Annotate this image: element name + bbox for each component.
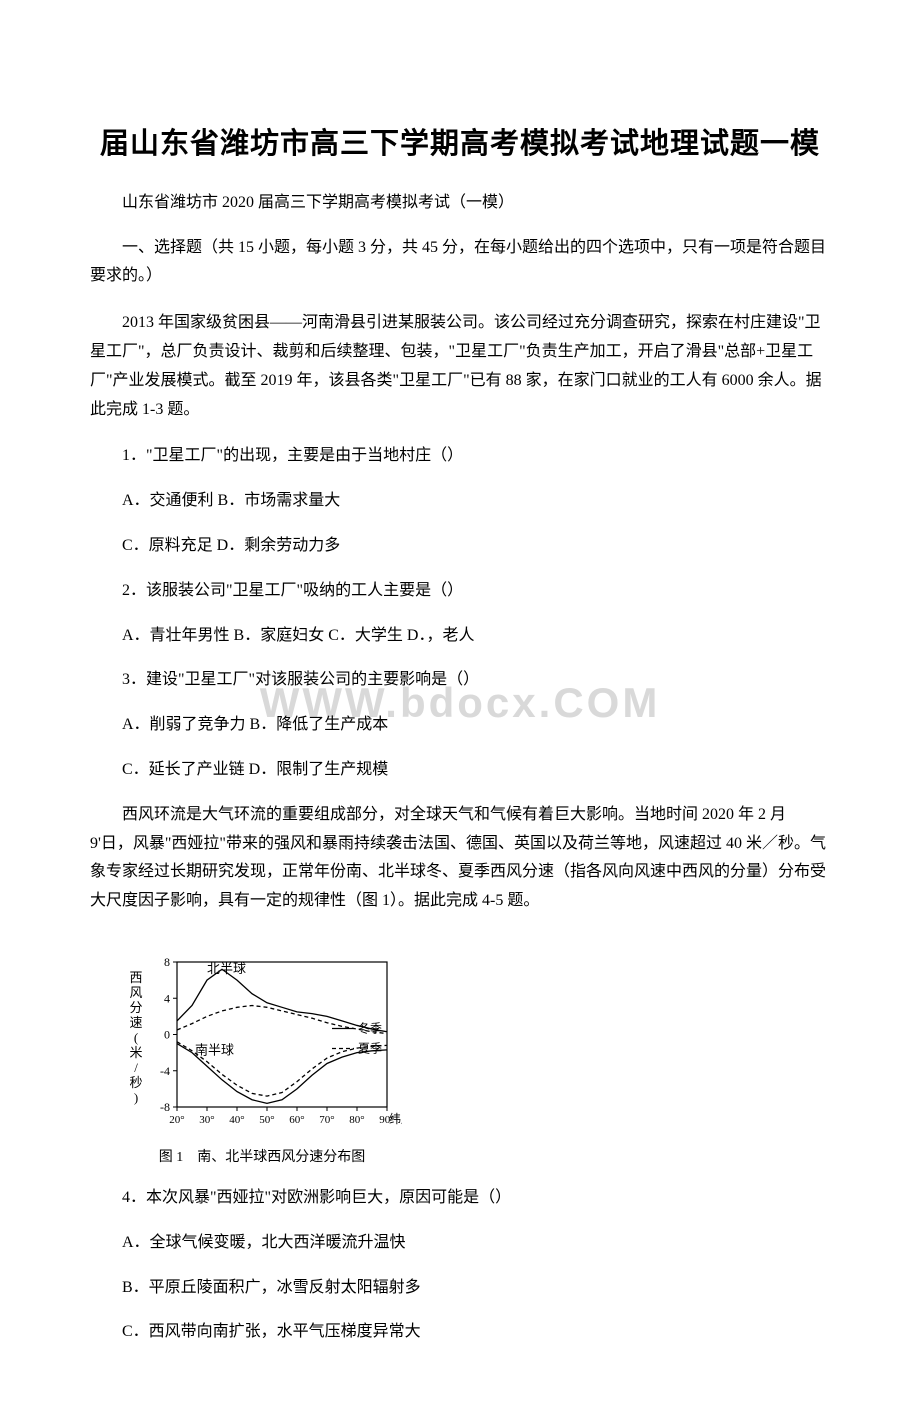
svg-text:(: ( [134,1030,138,1045]
q3-options-ab: A．削弱了竞争力 B．降低了生产成本 [90,711,830,740]
svg-text:30°: 30° [199,1114,214,1126]
svg-text:/: / [134,1060,138,1075]
q4-stem: 4．本次风暴"西娅拉"对欧洲影响巨大，原因可能是（） [90,1184,830,1213]
svg-text:北半球: 北半球 [207,961,246,976]
svg-text:纬度: 纬度 [389,1111,402,1126]
q3-options-cd: C．延长了产业链 D．限制了生产规模 [90,756,830,785]
q1-stem: 1．"卫星工厂"的出现，主要是由于当地村庄（） [90,442,830,471]
svg-text:秒: 秒 [129,1075,142,1090]
q2-options: A．青壮年男性 B．家庭妇女 C．大学生 D．，老人 [90,622,830,651]
page-title: 届山东省潍坊市高三下学期高考模拟考试地理试题一模 [90,120,830,162]
figure-1: -8-404820°30°40°50°60°70°80°90°纬度西风分速(米/… [122,952,402,1166]
svg-text:速: 速 [129,1015,142,1030]
svg-text:冬季: 冬季 [358,1020,382,1035]
svg-text:70°: 70° [319,1114,334,1126]
svg-text:分: 分 [129,1000,142,1015]
svg-text:40°: 40° [229,1114,244,1126]
svg-text:80°: 80° [349,1114,364,1126]
q4-option-b: B．平原丘陵面积广，冰雪反射太阳辐射多 [90,1274,830,1303]
svg-text:0: 0 [164,1027,170,1041]
svg-text:20°: 20° [169,1114,184,1126]
svg-text:风: 风 [129,985,142,1000]
watermark-region: WWW.bdocx.COM 3．建设"卫星工厂"对该服装公司的主要影响是（） A… [90,666,830,740]
svg-text:-8: -8 [160,1100,170,1114]
q4-option-c: C．西风带向南扩张，水平气压梯度异常大 [90,1318,830,1347]
q4-option-a: A．全球气候变暖，北大西洋暖流升温快 [90,1229,830,1258]
svg-text:50°: 50° [259,1114,274,1126]
svg-text:): ) [134,1090,138,1105]
svg-text:米: 米 [129,1045,142,1060]
svg-text:西: 西 [129,970,142,985]
svg-text:南半球: 南半球 [195,1042,234,1057]
svg-text:4: 4 [164,991,170,1005]
passage-1: 2013 年国家级贫困县——河南滑县引进某服装公司。该公司经过充分调查研究，探索… [90,309,830,424]
exam-subtitle: 山东省潍坊市 2020 届高三下学期高考模拟考试（一模） [90,190,830,216]
svg-text:60°: 60° [289,1114,304,1126]
section-1-header: 一、选择题（共 15 小题，每小题 3 分，共 45 分，在每小题给出的四个选项… [90,234,830,292]
q1-options-cd: C．原料充足 D．剩余劳动力多 [90,532,830,561]
figure-1-caption: 图 1 南、北半球西风分速分布图 [122,1146,402,1166]
westerly-chart: -8-404820°30°40°50°60°70°80°90°纬度西风分速(米/… [122,952,402,1142]
q2-stem: 2．该服装公司"卫星工厂"吸纳的工人主要是（） [90,577,830,606]
q3-stem: 3．建设"卫星工厂"对该服装公司的主要影响是（） [90,666,830,695]
q1-options-ab: A．交通便利 B．市场需求量大 [90,487,830,516]
passage-2: 西风环流是大气环流的重要组成部分，对全球天气和气候有着巨大影响。当地时间 202… [90,801,830,916]
svg-text:夏季: 夏季 [358,1041,382,1055]
svg-text:8: 8 [164,955,170,969]
svg-text:-4: -4 [160,1064,170,1078]
